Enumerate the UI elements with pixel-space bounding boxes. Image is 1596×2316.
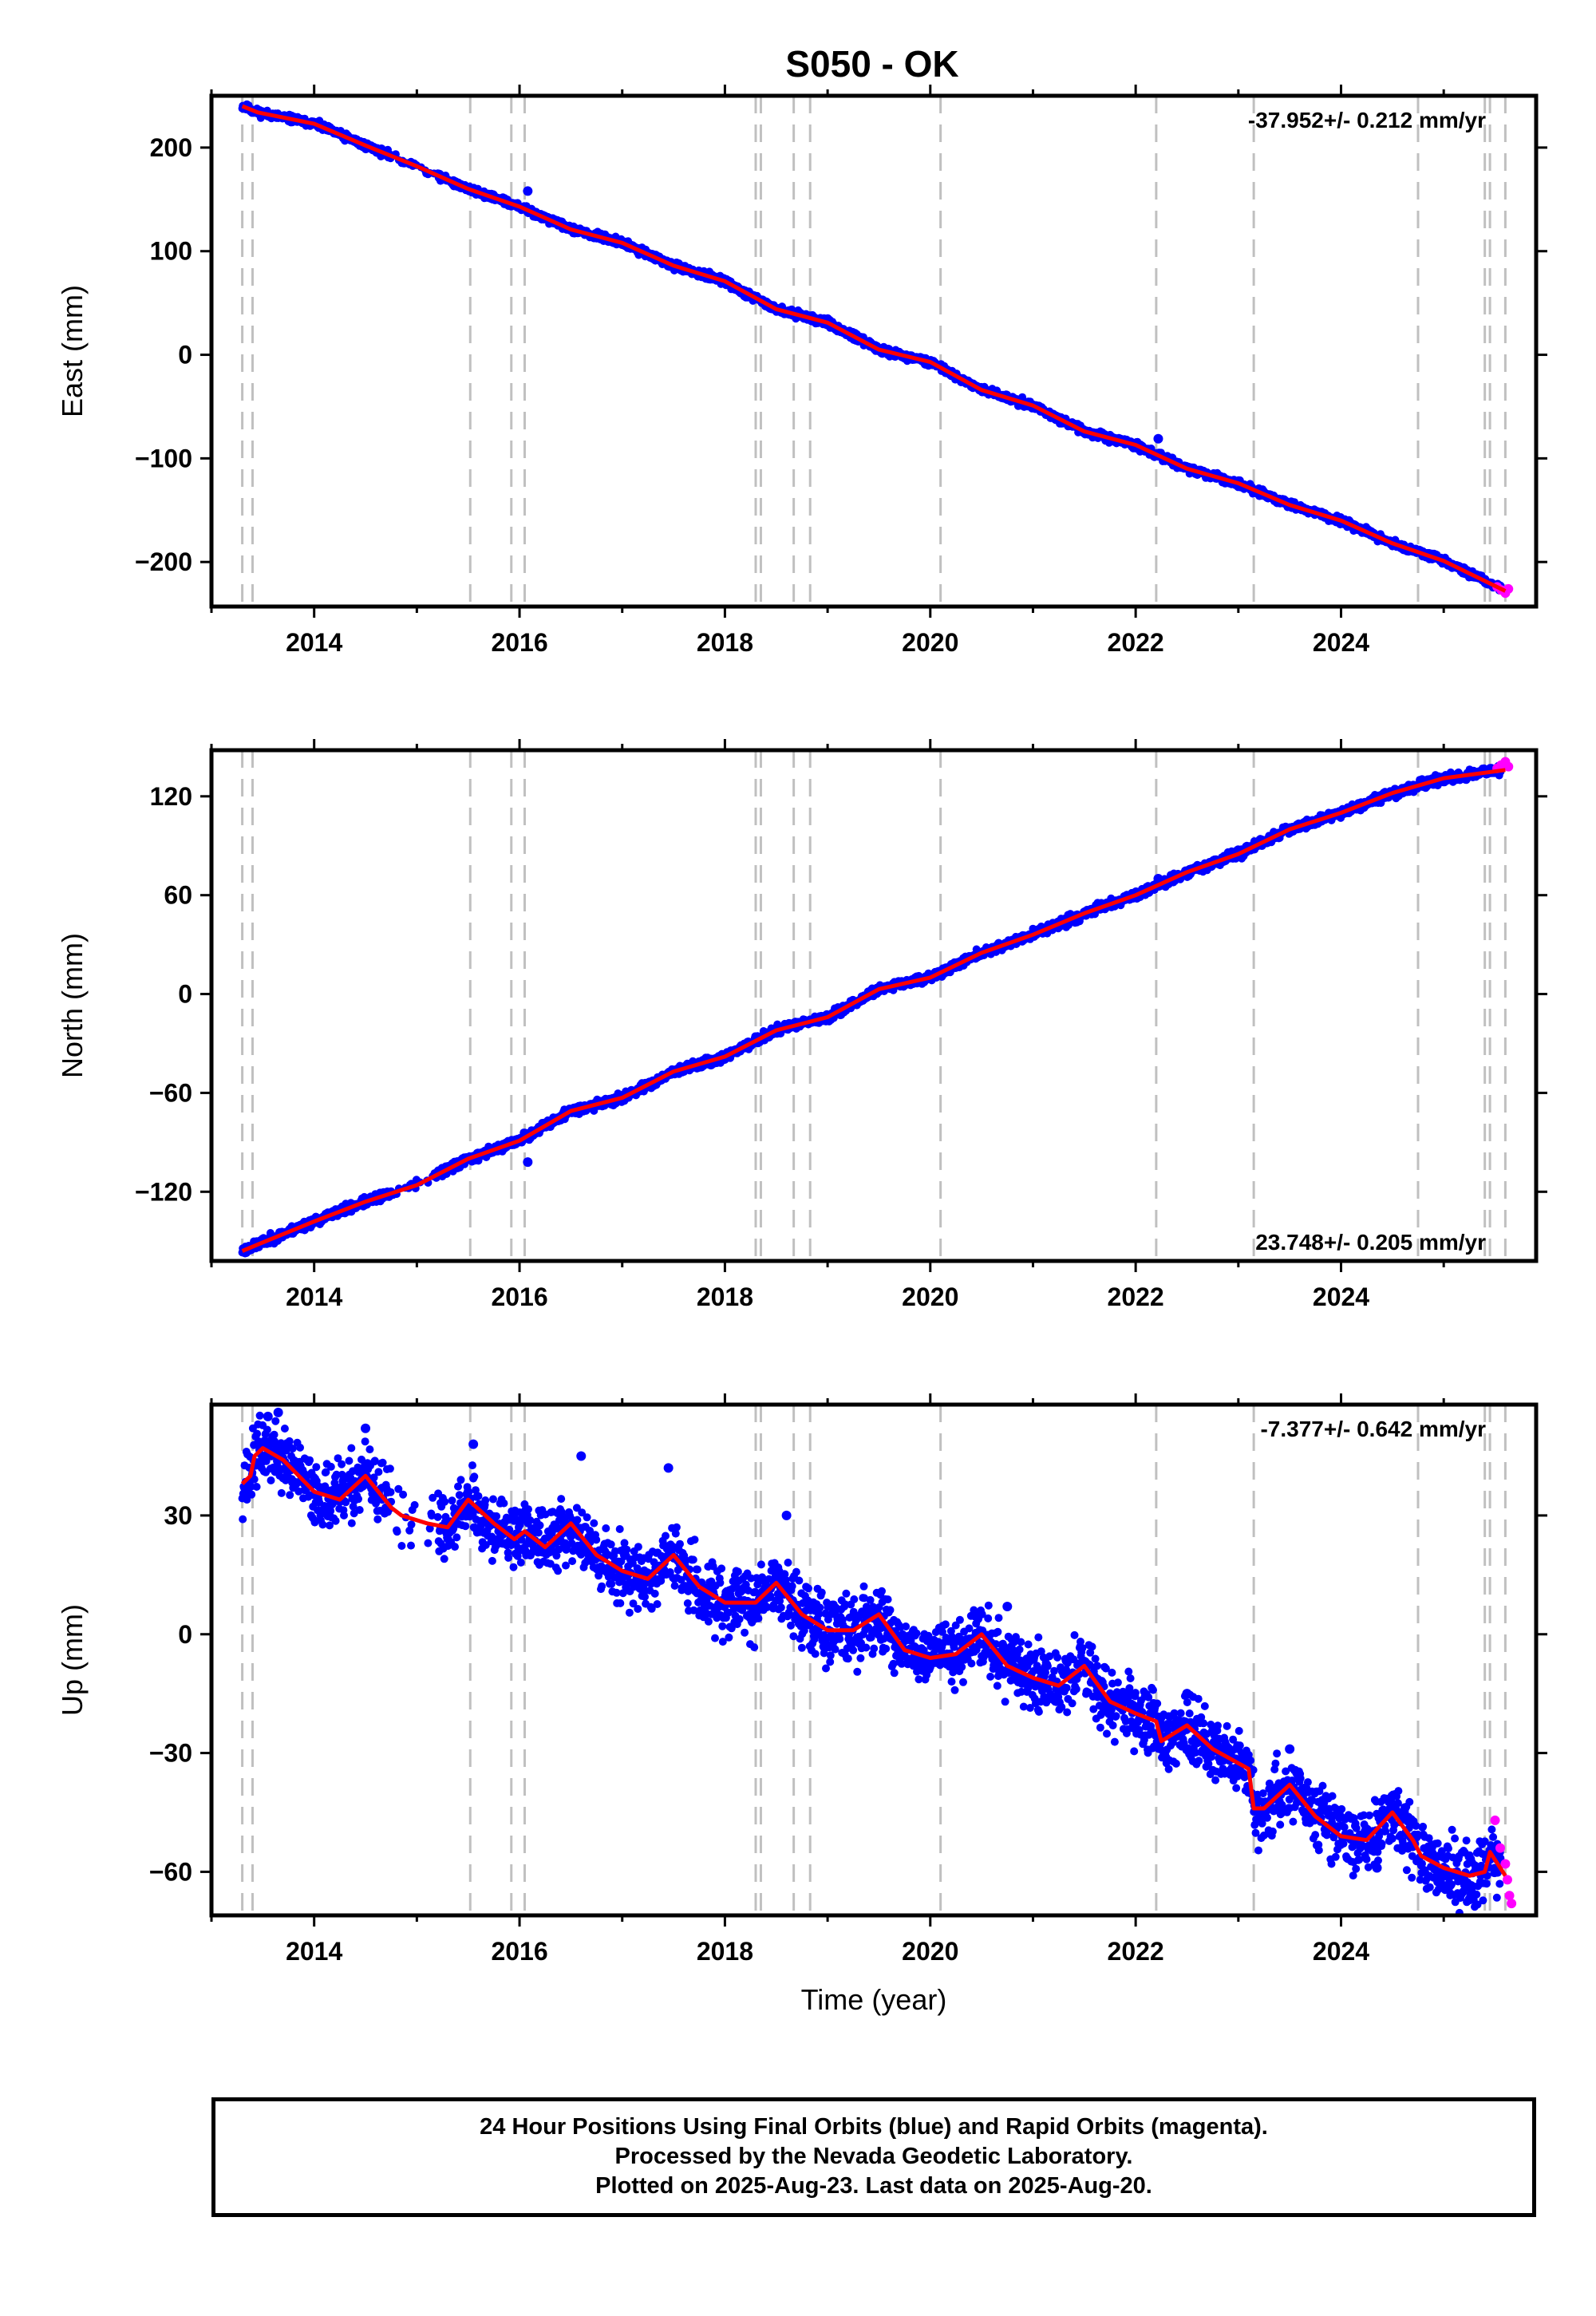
daily-positions xyxy=(238,761,1505,1258)
model-fit-line xyxy=(241,104,1507,593)
plot-area xyxy=(238,96,1514,607)
velocity-annotation: -37.952+/- 0.212 mm/yr xyxy=(1248,108,1486,132)
x-tick-label: 2014 xyxy=(286,628,342,657)
figure-title: S050 - OK xyxy=(785,43,958,85)
y-tick-label: 0 xyxy=(178,341,192,370)
rapid-point xyxy=(1503,583,1514,594)
y-axis-label: East (mm) xyxy=(56,285,89,417)
plot-frame xyxy=(209,93,1539,609)
outlier-point xyxy=(523,186,533,196)
plot-area xyxy=(238,750,1514,1261)
x-tick-label: 2024 xyxy=(1313,628,1369,657)
east-panel: 2014 2016 2018 2020 2022 2024 −200 −100 0 100 200 E… xyxy=(56,85,1547,657)
x-tick-label: 2022 xyxy=(1108,628,1164,657)
y-tick-label: −100 xyxy=(135,444,192,472)
x-tick-label: 2020 xyxy=(902,628,958,657)
outlier-point xyxy=(1153,433,1163,444)
y-tick-label: 200 xyxy=(150,133,192,162)
y-tick-label: −200 xyxy=(135,547,192,576)
x-tick-label: 2016 xyxy=(491,628,547,657)
north-panel: 2014 2016 2018 2020 2022 2024−120−60060120Nor… xyxy=(56,739,1547,1311)
y-tick-label: 100 xyxy=(150,237,192,266)
x-tick-label: 2018 xyxy=(697,628,753,657)
